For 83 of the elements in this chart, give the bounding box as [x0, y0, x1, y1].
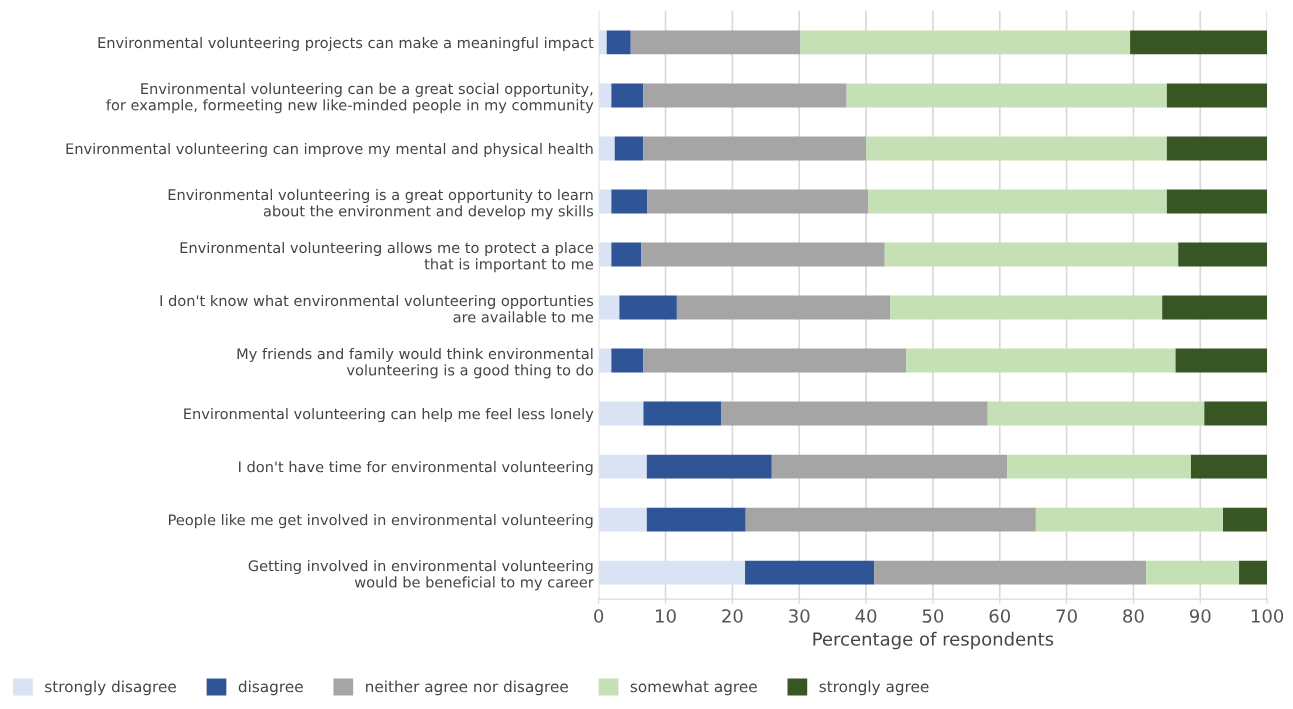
bar [598, 401, 644, 426]
x-tick-label: 60 [989, 609, 1011, 623]
y-tick-label: Environmental volunteering is a great opportunity to learn about the environment and develop my skills [168, 188, 594, 220]
bar [630, 30, 801, 55]
bar [647, 189, 869, 214]
bar [646, 507, 746, 532]
y-tick-label: My friends and family would think environmental volunteering is a good thing to do [237, 347, 593, 379]
x-tick-label: 90 [1189, 609, 1211, 623]
bar [800, 30, 1131, 55]
bar [614, 136, 644, 161]
bar [890, 295, 1163, 320]
bar [1204, 401, 1268, 426]
y-tick-label: Environmental volunteering allows me to protect a place that is important to me [180, 241, 594, 273]
legend-label: neither agree nor disagree [366, 680, 568, 696]
legend-label: disagree [238, 680, 303, 696]
bar [1162, 295, 1268, 320]
bar [846, 83, 1167, 108]
bar [598, 348, 612, 373]
x-tick-label: 100 [1251, 609, 1284, 623]
bar [1035, 507, 1224, 532]
bar [1239, 560, 1268, 585]
bar [606, 30, 631, 55]
bar [598, 507, 647, 532]
bar [1175, 348, 1268, 373]
x-tick-label: 20 [722, 609, 743, 623]
bar [611, 189, 648, 214]
legend-label: strongly agree [819, 680, 929, 696]
y-tick-label: Environmental volunteering projects can make a meaningful impact [98, 36, 594, 52]
bar [598, 136, 615, 161]
bar [1166, 83, 1268, 108]
bar [1166, 136, 1268, 161]
bar [643, 83, 847, 108]
x-tick-label: 70 [1056, 609, 1077, 623]
bar [866, 136, 1167, 161]
bar [1178, 242, 1268, 267]
bar [720, 401, 988, 426]
legend-label: strongly disagree [45, 680, 176, 696]
y-tick-label: Environmental volunteering can help me feel less lonely [184, 408, 594, 423]
bar [1130, 30, 1268, 55]
x-tick-label: 40 [855, 609, 877, 623]
bar [598, 242, 612, 267]
bar [1146, 560, 1240, 585]
y-tick-label: People like me get involved in environmental volunteering [169, 514, 593, 529]
y-tick-label: I don't have time for environmental volunteering [239, 461, 593, 476]
bar [598, 189, 612, 214]
bar [676, 295, 891, 320]
x-axis-title: Percentage of respondents [813, 631, 1054, 650]
bar [611, 83, 644, 108]
bar [598, 454, 647, 479]
y-tick-label: Getting involved in environmental volunteering would be beneficial to my career [248, 560, 594, 591]
bar [598, 295, 620, 320]
bar [611, 242, 642, 267]
bar [1166, 189, 1268, 214]
bar [874, 560, 1147, 585]
bar [598, 30, 607, 55]
y-tick-label: Environmental volunteering can be a great social opportunity, for example, formeeting new like-minded people in my community [106, 82, 594, 114]
bar [598, 560, 746, 585]
bar [987, 401, 1205, 426]
y-tick-label: Environmental volunteering can improve my mental and physical health [66, 142, 593, 158]
x-tick-label: 50 [922, 609, 944, 623]
bar [646, 454, 772, 479]
bar [906, 348, 1176, 373]
bar [643, 136, 867, 161]
bar [1007, 454, 1191, 479]
bar [643, 348, 907, 373]
legend-label: somewhat agree [630, 680, 757, 696]
bar [868, 189, 1167, 214]
x-tick-label: 30 [789, 609, 810, 623]
y-tick-label: I don't know what environmental volunteering opportunties are available to me [160, 294, 594, 323]
x-tick-label: 80 [1123, 609, 1144, 623]
bar [745, 560, 875, 585]
bar [619, 295, 677, 320]
bar [598, 83, 612, 108]
bar [884, 242, 1179, 267]
bar [1190, 454, 1268, 479]
bar [1223, 507, 1268, 532]
bar [771, 454, 1008, 479]
bar [641, 242, 885, 267]
x-tick-label: 0 [594, 609, 604, 623]
bar [643, 401, 721, 426]
bar [745, 507, 1036, 532]
x-tick-label: 10 [656, 609, 676, 623]
bar [611, 348, 644, 373]
